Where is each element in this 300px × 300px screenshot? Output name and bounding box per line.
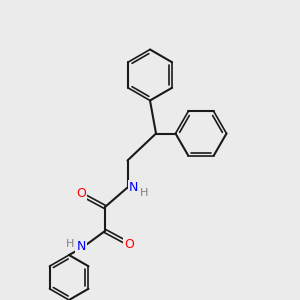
Text: H: H bbox=[140, 188, 148, 198]
Text: O: O bbox=[124, 238, 134, 251]
Text: H: H bbox=[66, 239, 74, 249]
Text: N: N bbox=[129, 181, 138, 194]
Text: N: N bbox=[76, 239, 86, 253]
Text: O: O bbox=[76, 187, 86, 200]
